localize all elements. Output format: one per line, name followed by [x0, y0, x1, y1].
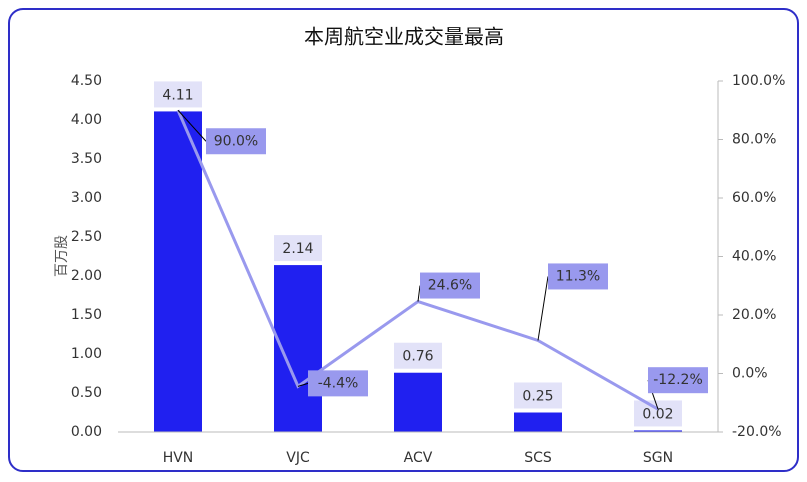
bar: [634, 430, 682, 432]
bar-label-box: [274, 235, 322, 262]
y-tick-label: 2.50: [71, 229, 102, 245]
bar-label: 2.14: [282, 241, 313, 257]
frame: [8, 8, 799, 472]
line-label-box: [548, 263, 608, 290]
bar-label: 4.11: [162, 87, 193, 103]
bar-label-box: [154, 81, 202, 108]
bar-label: 0.02: [642, 406, 673, 422]
x-tick-label: HVN: [163, 450, 194, 466]
x-tick-label: VJC: [286, 450, 310, 466]
bar-label-box: [634, 400, 682, 427]
y-tick-label: 4.00: [71, 112, 102, 128]
y-tick-label: 1.00: [71, 346, 102, 362]
bar-label-box: [514, 382, 562, 409]
leader-line: [177, 109, 207, 142]
y-tick-label: 0.50: [71, 385, 102, 401]
bar: [154, 111, 202, 433]
y-tick-label: 2.00: [71, 268, 102, 284]
line-label-box: [206, 128, 266, 155]
x-tick-label: ACV: [404, 450, 433, 466]
y-tick-label: 0.00: [71, 424, 102, 440]
y2-tick-label: 80.0%: [732, 132, 776, 148]
line-label-box: [420, 272, 480, 299]
y2-tick-label: -20.0%: [732, 424, 782, 440]
leader-line: [297, 382, 309, 387]
line-label: 11.3%: [556, 268, 600, 284]
bar: [514, 412, 562, 432]
y-tick-label: 3.00: [71, 190, 102, 206]
line-label: 90.0%: [214, 133, 258, 149]
y-tick-label: 4.50: [71, 73, 102, 89]
bar-label: 0.25: [522, 389, 553, 405]
bar-label-box: [394, 342, 442, 369]
y2-tick-label: 0.0%: [732, 366, 768, 382]
y2-tick-label: 60.0%: [732, 190, 776, 206]
line-label-box: [308, 370, 368, 397]
leader-line: [537, 276, 549, 341]
y-tick-label: 1.50: [71, 307, 102, 323]
x-tick-label: SCS: [524, 450, 552, 466]
line-label: -12.2%: [653, 372, 703, 388]
y-tick-label: 3.50: [71, 151, 102, 167]
leader-line: [417, 285, 421, 302]
y2-tick-label: 40.0%: [732, 249, 776, 265]
line-label-box: [648, 367, 708, 394]
chart-title: 本周航空业成交量最高: [304, 25, 504, 49]
x-tick-label: SGN: [643, 450, 673, 466]
y2-tick-label: 100.0%: [732, 73, 785, 89]
line-label: 24.6%: [428, 278, 472, 294]
y2-tick-label: 20.0%: [732, 307, 776, 323]
y-axis-label: 百万股: [54, 235, 70, 277]
bar-label: 0.76: [402, 349, 433, 365]
line-label: -4.4%: [318, 375, 359, 391]
bar: [394, 372, 442, 432]
